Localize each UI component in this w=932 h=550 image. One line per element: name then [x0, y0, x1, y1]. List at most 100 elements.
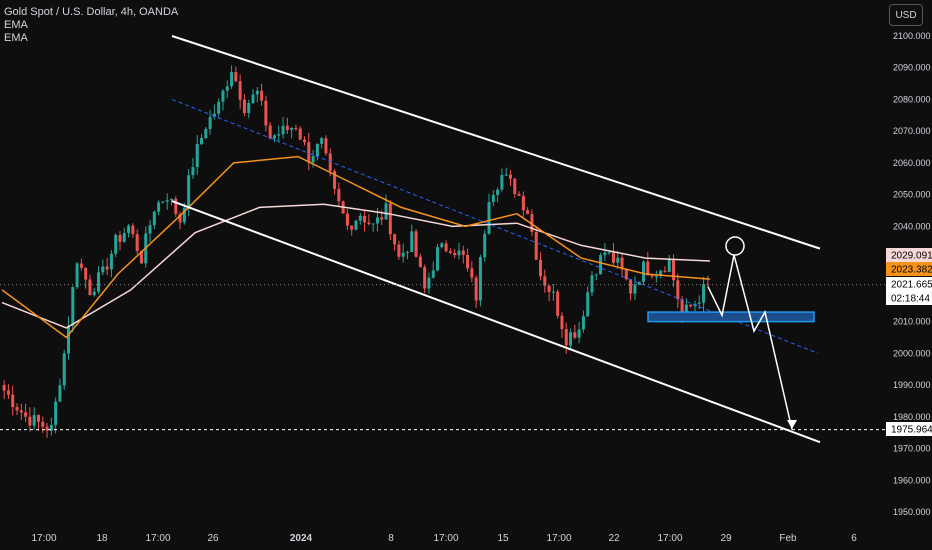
candle-body[interactable] — [122, 232, 126, 242]
candle-body[interactable] — [290, 127, 294, 130]
ema-fast-line[interactable] — [1, 155, 711, 339]
candle-body[interactable] — [440, 243, 444, 248]
candle-body[interactable] — [654, 275, 658, 277]
candle-body[interactable] — [517, 193, 521, 196]
candle-body[interactable] — [388, 203, 392, 235]
candle-body[interactable] — [24, 412, 28, 417]
candle-body[interactable] — [350, 225, 354, 230]
candle-body[interactable] — [384, 203, 388, 220]
candle-body[interactable] — [483, 233, 487, 258]
candle-body[interactable] — [324, 138, 328, 154]
channel-upper-line[interactable] — [171, 35, 821, 250]
candle-body[interactable] — [418, 256, 422, 268]
candle-body[interactable] — [114, 235, 118, 254]
candle-body[interactable] — [182, 207, 186, 223]
candle-body[interactable] — [667, 259, 671, 272]
candle-body[interactable] — [11, 394, 15, 408]
candle-body[interactable] — [88, 279, 92, 296]
candle-body[interactable] — [200, 138, 204, 145]
candle-body[interactable] — [71, 287, 75, 326]
candle-body[interactable] — [393, 234, 397, 245]
candle-body[interactable] — [272, 135, 276, 139]
candle-body[interactable] — [573, 332, 577, 338]
candle-body[interactable] — [230, 72, 234, 87]
candle-body[interactable] — [127, 225, 131, 233]
candle-body[interactable] — [212, 113, 216, 117]
candle-body[interactable] — [367, 222, 371, 224]
candle-body[interactable] — [508, 174, 512, 179]
candle-body[interactable] — [641, 261, 645, 282]
candle-body[interactable] — [303, 139, 307, 143]
candle-body[interactable] — [320, 138, 324, 144]
candle-body[interactable] — [260, 90, 264, 101]
candle-body[interactable] — [577, 329, 581, 338]
candle-body[interactable] — [208, 116, 212, 130]
projection-path[interactable] — [707, 254, 793, 430]
candle-body[interactable] — [603, 252, 607, 256]
candle-body[interactable] — [401, 252, 405, 257]
candle-body[interactable] — [620, 257, 624, 270]
candle-body[interactable] — [221, 90, 225, 102]
candle-body[interactable] — [118, 235, 122, 242]
candle-body[interactable] — [590, 275, 594, 293]
candle-body[interactable] — [268, 125, 272, 139]
candle-body[interactable] — [702, 284, 706, 303]
candle-body[interactable] — [684, 304, 688, 315]
candle-body[interactable] — [560, 315, 564, 330]
candle-body[interactable] — [298, 128, 302, 140]
candle-body[interactable] — [255, 90, 259, 95]
candle-body[interactable] — [547, 285, 551, 293]
channel-lower-line[interactable] — [171, 200, 821, 444]
candle-body[interactable] — [345, 213, 349, 226]
candle-body[interactable] — [423, 267, 427, 289]
candle-body[interactable] — [109, 253, 113, 270]
candle-body[interactable] — [496, 189, 500, 195]
candle-body[interactable] — [646, 261, 650, 276]
candle-body[interactable] — [277, 134, 281, 136]
candle-body[interactable] — [157, 202, 161, 212]
candle-body[interactable] — [500, 175, 504, 190]
candle-body[interactable] — [380, 217, 384, 220]
candle-body[interactable] — [521, 195, 525, 211]
candle-body[interactable] — [139, 251, 143, 264]
candle-body[interactable] — [504, 174, 508, 176]
candle-body[interactable] — [251, 94, 255, 103]
candle-body[interactable] — [247, 102, 251, 113]
candle-body[interactable] — [264, 100, 268, 126]
candle-body[interactable] — [165, 200, 169, 202]
candle-body[interactable] — [371, 223, 375, 225]
candle-body[interactable] — [105, 266, 109, 270]
candle-body[interactable] — [466, 254, 470, 269]
candle-body[interactable] — [633, 284, 637, 294]
candle-body[interactable] — [148, 225, 152, 234]
candle-body[interactable] — [67, 325, 71, 354]
candle-body[interactable] — [659, 270, 663, 276]
candle-body[interactable] — [624, 269, 628, 280]
candle-body[interactable] — [204, 129, 208, 139]
candle-body[interactable] — [539, 259, 543, 277]
candle-body[interactable] — [285, 125, 289, 130]
candle-body[interactable] — [410, 231, 414, 252]
candle-body[interactable] — [84, 267, 88, 280]
candle-body[interactable] — [551, 291, 555, 293]
candle-body[interactable] — [131, 225, 135, 235]
candle-body[interactable] — [101, 266, 105, 273]
candle-body[interactable] — [586, 292, 590, 317]
candle-body[interactable] — [676, 280, 680, 300]
candle-body[interactable] — [513, 178, 517, 194]
candle-body[interactable] — [97, 272, 101, 292]
candle-body[interactable] — [478, 257, 482, 301]
candle-body[interactable] — [311, 155, 315, 163]
candle-body[interactable] — [242, 99, 246, 113]
candle-body[interactable] — [405, 251, 409, 253]
candle-body[interactable] — [307, 142, 311, 163]
ema-indicator-2[interactable]: EMA — [4, 32, 28, 44]
candle-body[interactable] — [58, 385, 62, 402]
candle-body[interactable] — [62, 353, 66, 386]
candle-body[interactable] — [32, 415, 36, 426]
currency-button[interactable]: USD — [889, 4, 923, 26]
candle-body[interactable] — [281, 125, 285, 135]
candle-body[interactable] — [354, 220, 358, 230]
candle-body[interactable] — [461, 250, 465, 255]
ema-slow-line[interactable] — [1, 203, 711, 329]
